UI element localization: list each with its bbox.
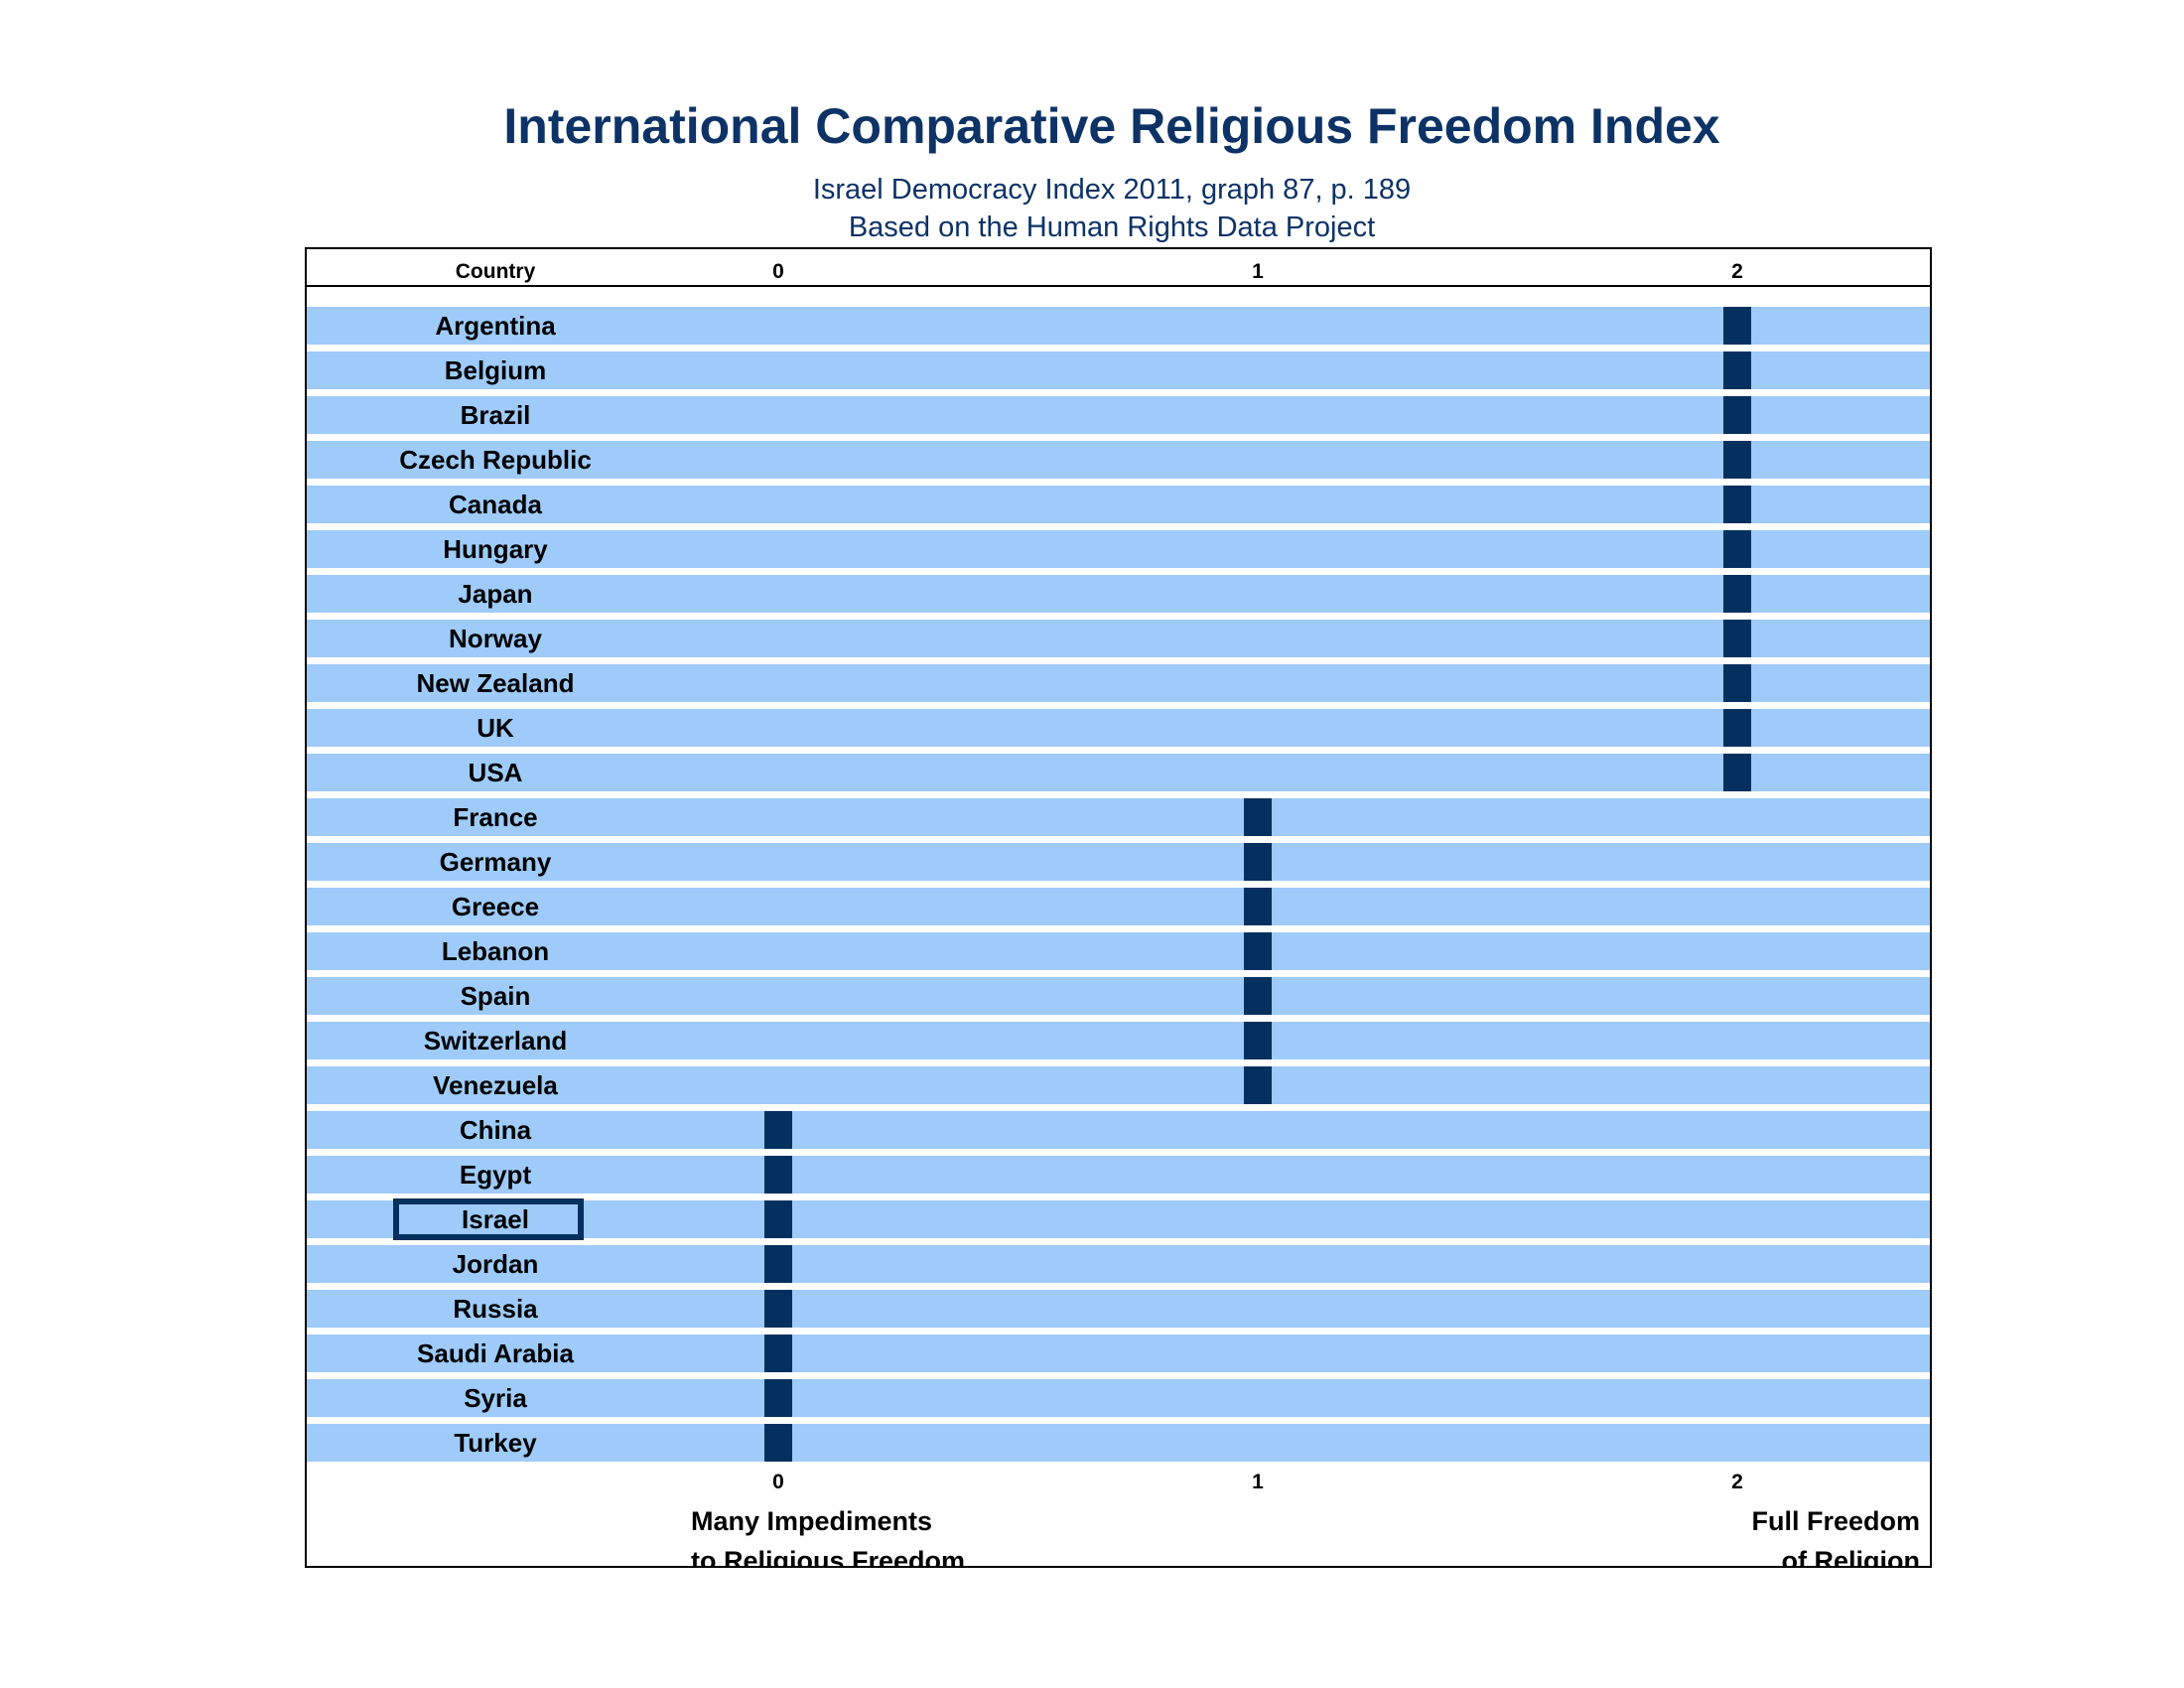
row-background-france (307, 798, 1930, 836)
row-background-turkey (307, 1424, 1930, 1462)
row-background-egypt (307, 1156, 1930, 1194)
x-tick-label-bottom-2: 2 (1731, 1471, 1743, 1493)
country-label-new-zealand: New Zealand (417, 668, 575, 698)
value-marker-argentina (1723, 307, 1751, 345)
value-marker-lebanon (1244, 932, 1272, 970)
country-label-france: France (453, 802, 537, 832)
country-label-israel: Israel (462, 1204, 529, 1234)
country-label-egypt: Egypt (460, 1160, 532, 1190)
country-label-germany: Germany (440, 847, 552, 877)
country-label-brazil: Brazil (461, 400, 531, 430)
row-background-switzerland (307, 1022, 1930, 1059)
country-label-russia: Russia (453, 1294, 538, 1324)
rows-layer (307, 307, 1930, 1462)
country-label-switzerland: Switzerland (424, 1026, 567, 1055)
value-marker-japan (1723, 575, 1751, 613)
country-label-norway: Norway (449, 624, 542, 653)
value-marker-egypt (764, 1156, 792, 1194)
chart-subtitle-source: Israel Democracy Index 2011, graph 87, p… (812, 174, 1412, 206)
row-background-argentina (307, 307, 1930, 345)
value-marker-china (764, 1111, 792, 1149)
value-marker-czech-republic (1723, 441, 1751, 479)
country-label-saudi-arabia: Saudi Arabia (417, 1338, 575, 1368)
value-marker-greece (1244, 888, 1272, 925)
value-marker-usa (1723, 754, 1751, 791)
x-tick-label-top-0: 0 (772, 260, 784, 283)
row-background-czech-republic (307, 441, 1930, 479)
value-marker-jordan (764, 1245, 792, 1283)
country-label-uk: UK (477, 713, 514, 743)
value-marker-saudi-arabia (764, 1335, 792, 1372)
value-marker-france (1244, 798, 1272, 836)
value-marker-new-zealand (1723, 664, 1751, 702)
value-marker-belgium (1723, 352, 1751, 389)
value-marker-syria (764, 1379, 792, 1417)
row-background-new-zealand (307, 664, 1930, 702)
country-label-jordan: Jordan (453, 1249, 539, 1279)
chart-subtitle-basis: Based on the Human Rights Data Project (848, 211, 1376, 243)
row-background-greece (307, 888, 1930, 925)
left-axis-note-line-1: Many Impediments (691, 1506, 932, 1536)
value-marker-germany (1244, 843, 1272, 881)
country-label-usa: USA (469, 758, 523, 787)
row-background-lebanon (307, 932, 1930, 970)
religious-freedom-chart: Argentina Belgium Brazil Czech Republic Cana… (307, 260, 1930, 1576)
chart-frame: Argentina Belgium Brazil Czech Republic Cana… (305, 247, 1932, 1576)
country-label-turkey: Turkey (454, 1428, 537, 1458)
row-background-usa (307, 754, 1930, 791)
labels-layer: Argentina Belgium Brazil Czech Republic Cana… (393, 311, 592, 1458)
row-background-canada (307, 486, 1930, 523)
country-label-venezuela: Venezuela (433, 1070, 558, 1100)
country-label-czech-republic: Czech Republic (399, 445, 592, 475)
x-tick-label-top-1: 1 (1252, 260, 1264, 283)
country-label-hungary: Hungary (443, 534, 548, 564)
country-label-lebanon: Lebanon (442, 936, 549, 966)
x-tick-label-bottom-1: 1 (1252, 1471, 1264, 1493)
x-tick-label-bottom-0: 0 (772, 1471, 784, 1493)
country-label-argentina: Argentina (435, 311, 556, 341)
value-marker-turkey (764, 1424, 792, 1462)
value-marker-hungary (1723, 530, 1751, 568)
value-marker-canada (1723, 486, 1751, 523)
x-tick-label-top-2: 2 (1731, 260, 1743, 283)
country-label-syria: Syria (464, 1383, 527, 1413)
left-axis-note-line-2: to Religious Freedom (691, 1546, 965, 1566)
row-background-venezuela (307, 1066, 1930, 1104)
country-label-china: China (460, 1115, 532, 1145)
row-background-germany (307, 843, 1930, 881)
value-marker-israel (764, 1200, 792, 1238)
row-background-syria (307, 1379, 1930, 1417)
value-marker-switzerland (1244, 1022, 1272, 1059)
row-background-russia (307, 1290, 1930, 1328)
row-background-spain (307, 977, 1930, 1015)
row-background-jordan (307, 1245, 1930, 1283)
row-background-brazil (307, 396, 1930, 434)
row-background-hungary (307, 530, 1930, 568)
row-background-israel (307, 1200, 1930, 1238)
value-marker-venezuela (1244, 1066, 1272, 1104)
markers-layer (764, 307, 1751, 1462)
right-axis-note-line-2: of Religion (1782, 1546, 1920, 1566)
value-marker-brazil (1723, 396, 1751, 434)
right-axis-note-line-1: Full Freedom (1751, 1506, 1920, 1536)
row-background-uk (307, 709, 1930, 747)
value-marker-russia (764, 1290, 792, 1328)
row-background-japan (307, 575, 1930, 613)
value-marker-norway (1723, 620, 1751, 657)
country-label-belgium: Belgium (445, 355, 547, 385)
value-marker-uk (1723, 709, 1751, 747)
row-background-belgium (307, 352, 1930, 389)
row-background-saudi-arabia (307, 1335, 1930, 1372)
row-background-norway (307, 620, 1930, 657)
highlight-box-israel (393, 1198, 584, 1240)
value-marker-spain (1244, 977, 1272, 1015)
country-label-greece: Greece (452, 892, 539, 921)
country-label-spain: Spain (461, 981, 531, 1011)
row-background-china (307, 1111, 1930, 1149)
chart-title: International Comparative Religious Free… (503, 98, 1720, 154)
country-label-japan: Japan (458, 579, 532, 609)
column-header-country: Country (456, 260, 536, 283)
country-label-canada: Canada (449, 490, 542, 519)
